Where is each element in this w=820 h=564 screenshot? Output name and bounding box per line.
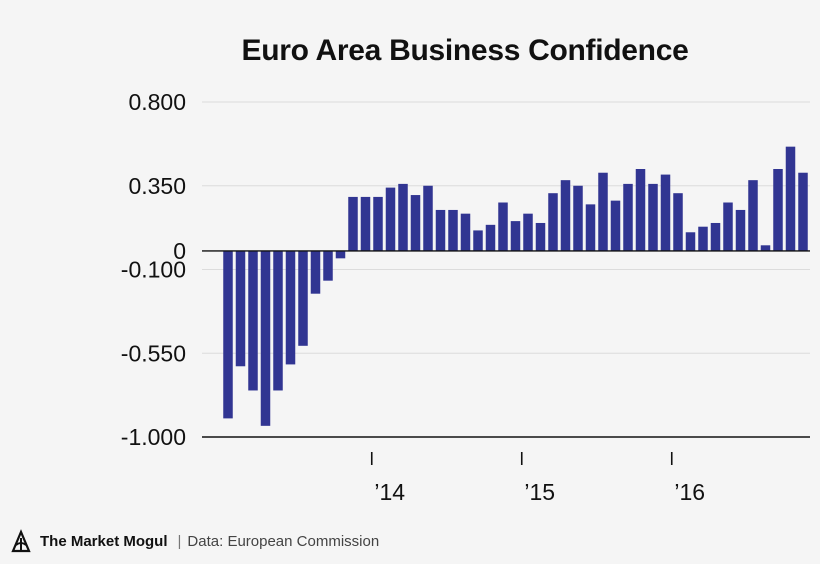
bar (698, 226, 708, 251)
bar (423, 185, 433, 251)
bar (535, 222, 546, 251)
bar (285, 250, 296, 365)
bar (260, 250, 271, 426)
bar (798, 172, 808, 251)
bar (648, 183, 658, 251)
bar (510, 221, 521, 251)
bar (398, 183, 408, 251)
bar (460, 213, 471, 251)
bar (248, 250, 258, 391)
bar (448, 209, 458, 251)
bar (660, 174, 671, 251)
y-tick-labels: 0.800 0.350 0-0.100 -0.550 -1.000 (121, 89, 186, 450)
x-tick-label: ’14 (374, 479, 405, 505)
bar (385, 187, 396, 251)
axes (202, 250, 810, 465)
x-tick-labels: ’14 ’15 ’16 (374, 479, 705, 505)
bar (223, 250, 233, 419)
bar (735, 209, 746, 251)
y-tick-label: 0 (173, 238, 186, 264)
bar (673, 193, 683, 251)
bar (548, 193, 558, 251)
bar (598, 172, 608, 251)
bar (723, 202, 733, 251)
bar (710, 222, 721, 251)
bar (585, 204, 596, 251)
bar (373, 196, 383, 251)
bar (235, 250, 246, 367)
bar (760, 245, 771, 251)
y-tick-label: 0.350 (128, 173, 186, 199)
bar (523, 213, 533, 251)
bar (685, 232, 696, 251)
y-tick-label: -1.000 (121, 424, 186, 450)
chart-title: Euro Area Business Confidence (241, 34, 689, 67)
bar (635, 169, 646, 251)
y-tick-label: -0.100 (121, 257, 186, 283)
bar (348, 196, 358, 251)
bar (785, 146, 796, 251)
bar (298, 250, 308, 346)
footer-separator: | (177, 532, 182, 550)
bar (335, 250, 346, 259)
bar (310, 250, 321, 294)
bar (435, 209, 446, 251)
bar (360, 196, 371, 251)
bar (410, 195, 421, 251)
market-mogul-logo-icon (11, 529, 31, 553)
bar (473, 230, 483, 251)
footer: The Market Mogul | Data: European Commis… (10, 528, 379, 554)
bar (573, 185, 583, 251)
y-tick-label: 0.800 (128, 89, 186, 115)
data-source-label: Data: European Commission (187, 532, 380, 550)
bar (323, 250, 333, 281)
brand-name: The Market Mogul (40, 532, 168, 550)
bar (748, 180, 758, 251)
bar (560, 180, 571, 251)
x-tick-label: ’16 (674, 479, 705, 505)
bar (498, 202, 508, 251)
bar (485, 224, 496, 251)
bar (610, 200, 621, 251)
bar (773, 169, 783, 251)
x-tick-label: ’15 (524, 479, 555, 505)
bar-chart: 0.800 0.350 0-0.100 -0.550 -1.000 ’14 ’15 ’16 (121, 89, 810, 505)
y-tick-label: -0.550 (121, 340, 186, 366)
bar (273, 250, 283, 391)
bars (223, 146, 808, 426)
bar (623, 183, 633, 251)
